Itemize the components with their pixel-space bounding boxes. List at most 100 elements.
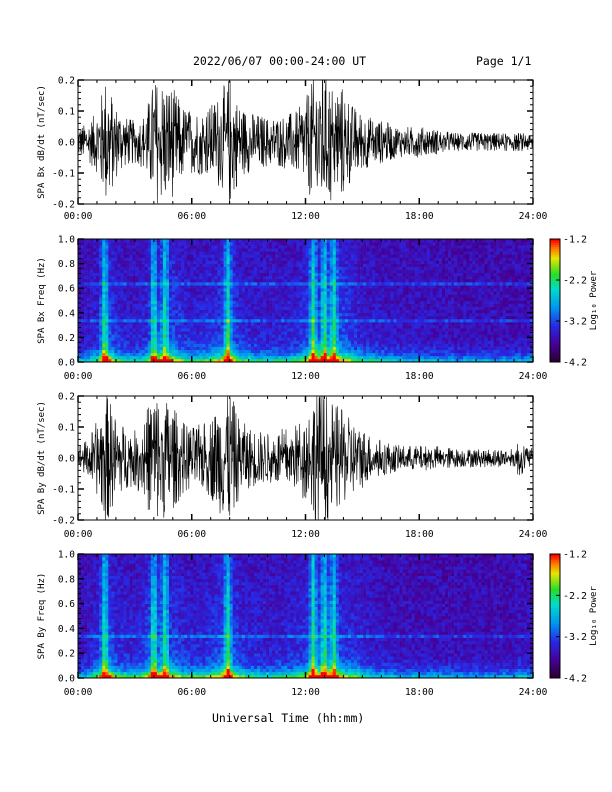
spectrogram-cell — [347, 318, 352, 323]
spectrogram-cell — [144, 325, 149, 329]
spectrogram-cell — [408, 248, 412, 252]
spectrogram-cell — [272, 325, 276, 329]
spectrogram-cell — [266, 272, 270, 277]
spectrogram-cell — [138, 318, 142, 323]
spectrogram-cell — [93, 294, 97, 298]
spectrogram-cell — [408, 263, 412, 267]
spectrogram-cell — [354, 272, 358, 277]
spectrogram-cell — [366, 337, 370, 341]
spectrogram-cell — [141, 297, 146, 301]
spectrogram-cell — [445, 278, 449, 283]
spectrogram-cell — [414, 306, 419, 311]
spectrogram-cell — [232, 346, 237, 351]
spectrogram-cell — [156, 297, 161, 301]
spectrogram-cell — [408, 303, 412, 307]
spectrogram-cell — [247, 306, 252, 311]
spectrogram-cell — [84, 322, 88, 326]
spectrogram-cell — [135, 355, 139, 360]
spectrogram-cell — [263, 294, 267, 298]
spectrogram-cell — [396, 297, 400, 301]
spectrogram-cell — [344, 318, 349, 323]
spectrogram-cell — [153, 291, 158, 295]
spectrogram-cell — [381, 282, 385, 286]
spectrogram-cell — [281, 346, 285, 351]
spectrogram-cell — [329, 260, 334, 264]
spectrogram-cell — [256, 322, 261, 326]
spectrogram-cell — [366, 352, 370, 357]
spectrogram-cell — [387, 352, 391, 357]
spectrogram-cell — [432, 239, 437, 243]
spectrogram-cell — [214, 257, 218, 261]
spectrogram-cell — [208, 282, 212, 286]
spectrogram-cell — [278, 343, 282, 347]
spectrogram-cell — [147, 309, 152, 314]
spectrogram-cell — [272, 346, 276, 351]
spectrogram-cell — [332, 346, 337, 351]
spectrogram-cell — [438, 294, 443, 298]
spectrogram-cell — [435, 300, 440, 304]
spectrogram-cell — [323, 260, 328, 264]
spectrogram-cell — [120, 343, 124, 347]
spectrogram-cell — [278, 291, 282, 295]
spectrogram-cell — [135, 322, 139, 326]
spectrogram-cell — [408, 251, 412, 255]
spectrogram-cell — [120, 285, 124, 289]
spectrogram-cell — [117, 340, 121, 344]
spectrogram-cell — [357, 291, 361, 295]
spectrogram-cell — [402, 245, 406, 249]
spectrogram-cell — [414, 269, 419, 274]
spectrogram-cell — [426, 263, 431, 267]
spectrogram-cell — [445, 260, 449, 264]
spectrogram-cell — [357, 239, 361, 243]
spectrogram-cell — [190, 322, 194, 326]
spectrogram-cell — [108, 352, 112, 357]
spectrogram-cell — [272, 251, 276, 255]
spectrogram-cell — [278, 242, 282, 246]
spectrogram-cell — [117, 355, 121, 360]
spectrogram-cell — [372, 349, 376, 354]
spectrogram-cell — [229, 337, 233, 341]
spectrogram-cell — [399, 288, 403, 292]
spectrogram-cell — [235, 288, 240, 292]
spectrogram-cell — [250, 312, 255, 317]
spectrogram-cell — [375, 312, 379, 317]
spectrogram-cell — [123, 303, 127, 307]
spectrogram-cell — [184, 242, 188, 246]
spectrogram-cell — [202, 300, 206, 304]
spectrogram-cell — [429, 275, 434, 280]
spectrogram-cell — [384, 331, 388, 335]
spectrogram-cell — [369, 294, 373, 298]
spectrogram-cell — [423, 337, 428, 341]
spectrogram-cell — [96, 352, 100, 357]
spectrogram-cell — [375, 331, 379, 335]
spectrogram-cell — [402, 349, 406, 354]
spectrogram-cell — [396, 239, 400, 243]
spectrogram-cell — [266, 291, 270, 295]
spectrogram-cell — [172, 291, 176, 295]
spectrogram-cell — [217, 272, 221, 277]
spectrogram-cell — [369, 260, 373, 264]
spectrogram-cell — [229, 318, 233, 323]
spectrogram-cell — [393, 303, 397, 307]
spectrogram-cell — [141, 328, 146, 332]
spectrogram-cell — [214, 272, 218, 277]
spectrogram-cell — [344, 278, 349, 283]
spectrogram-cell — [208, 337, 212, 341]
spectrogram-cell — [308, 352, 312, 357]
spectrogram-cell — [87, 355, 91, 360]
spectrogram-cell — [175, 263, 179, 267]
spectrogram-cell — [223, 334, 227, 338]
spectrogram-cell — [405, 288, 409, 292]
spectrogram-cell — [129, 325, 133, 329]
spectrogram-cell — [93, 358, 97, 363]
spectrogram-cell — [178, 288, 182, 292]
spectrogram-cell — [293, 306, 297, 311]
spectrogram-cell — [193, 272, 197, 277]
spectrogram-cell — [196, 352, 200, 357]
spectrogram-cell — [232, 303, 237, 307]
spectrogram-cell — [290, 260, 294, 264]
spectrogram-cell — [175, 318, 179, 323]
spectrogram-cell — [366, 312, 370, 317]
spectrogram-cell — [335, 312, 340, 317]
spectrogram-cell — [308, 337, 312, 341]
